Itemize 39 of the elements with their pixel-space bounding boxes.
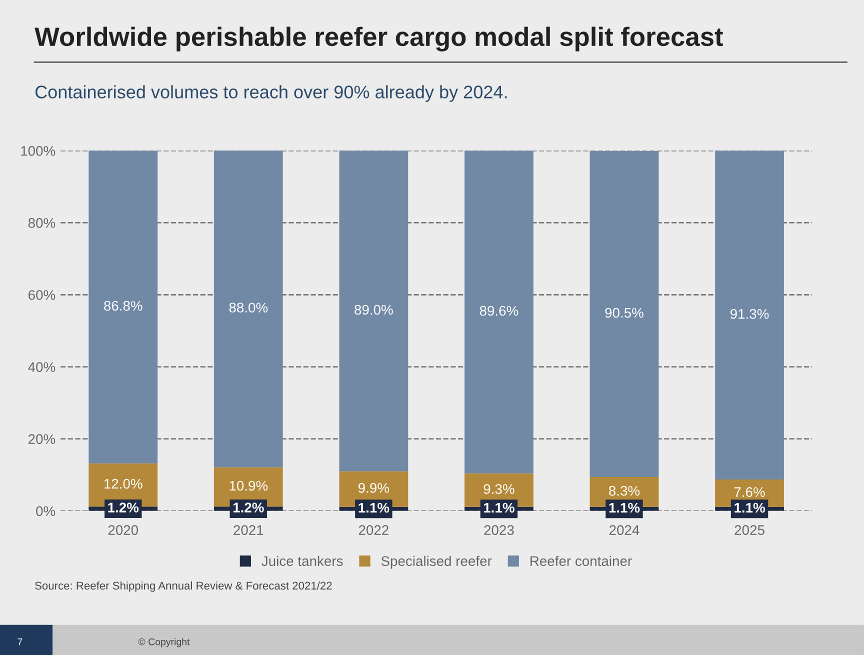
data-label: 12.0% xyxy=(104,478,142,489)
data-label: 91.3% xyxy=(730,308,769,319)
x-tick-label: 2022 xyxy=(358,525,388,535)
text: 7 xyxy=(18,638,22,646)
bar xyxy=(715,150,784,480)
data-label: 90.5% xyxy=(605,308,644,318)
legend-label: Specialised reefer xyxy=(381,556,492,569)
y-tick-label: 0% xyxy=(36,506,56,516)
legend-label: Juice tankers xyxy=(262,556,343,566)
legend-label: Reefer container xyxy=(530,556,632,566)
x-tick-label: 2021 xyxy=(234,525,264,535)
x-tick-label: 2025 xyxy=(734,525,764,535)
bar xyxy=(339,150,408,472)
y-tick-label: 40% xyxy=(28,362,56,372)
data-label: 9.9% xyxy=(358,483,390,493)
chart-title: Worldwide perishable reefer cargo modal split forecast xyxy=(34,26,724,52)
data-label: 89.0% xyxy=(354,304,393,315)
data-label: 88.0% xyxy=(229,302,268,313)
y-tick-label: 100% xyxy=(21,146,56,156)
text: © Copyright xyxy=(138,638,190,648)
x-tick-label: 2020 xyxy=(108,525,138,535)
y-tick-label: 60% xyxy=(28,290,56,300)
source-note: Source: Reefer Shipping Annual Review & Forecast 2021/22 xyxy=(35,581,332,592)
data-label: 89.6% xyxy=(480,306,518,316)
data-label: 8.3% xyxy=(609,486,640,496)
y-tick-label: 20% xyxy=(28,434,56,444)
data-label: 86.8% xyxy=(104,300,142,311)
bar xyxy=(590,151,659,478)
chart-subtitle: Containerised volumes to reach over 90% already by 2024. xyxy=(35,85,507,102)
x-tick-label: 2023 xyxy=(484,525,514,535)
bar xyxy=(464,150,534,474)
y-tick-label: 80% xyxy=(28,218,56,228)
bar xyxy=(88,150,158,464)
x-tick-label: 2024 xyxy=(609,525,640,535)
data-label: 9.3% xyxy=(484,484,514,494)
data-label: 7.6% xyxy=(734,487,765,497)
bar xyxy=(214,150,283,468)
data-label: 10.9% xyxy=(230,480,268,491)
data-label: 1.2% xyxy=(233,502,264,512)
